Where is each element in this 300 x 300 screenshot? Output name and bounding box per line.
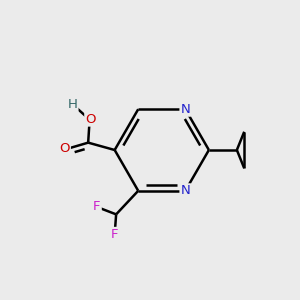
Text: N: N: [181, 103, 190, 116]
Text: F: F: [111, 228, 118, 241]
Text: H: H: [68, 98, 77, 111]
Text: O: O: [59, 142, 70, 155]
Text: F: F: [93, 200, 101, 214]
Text: N: N: [181, 184, 190, 197]
Text: O: O: [85, 112, 96, 126]
